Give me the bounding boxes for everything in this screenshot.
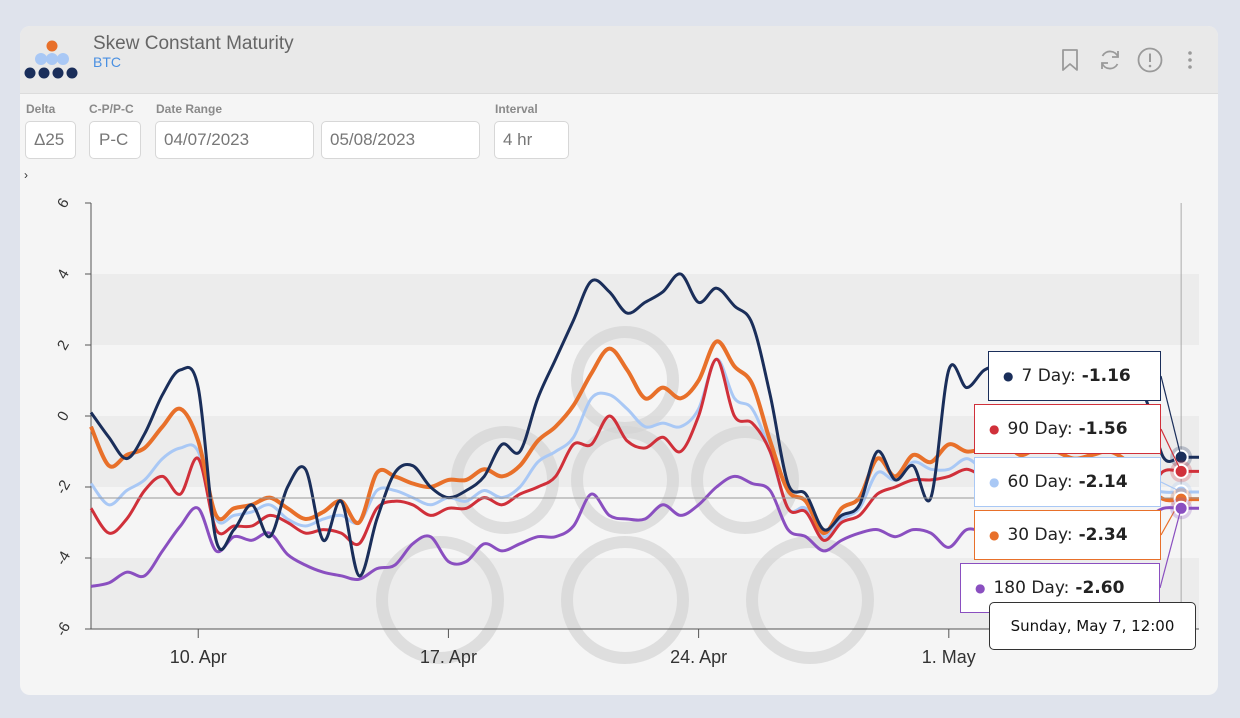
tooltip-series-label: 90 Day: (1007, 419, 1073, 439)
y-tick-label: 4 (54, 266, 73, 282)
refresh-icon[interactable] (1096, 46, 1124, 74)
hover-layer (91, 203, 1199, 629)
delta-select[interactable]: Δ25 (25, 121, 76, 159)
interval-select[interactable]: 4 hr (494, 121, 569, 159)
expand-chevron-icon[interactable]: › (24, 168, 28, 182)
logo-icon (24, 40, 78, 79)
tooltip-series-value: -1.56 (1078, 419, 1128, 439)
tooltip-entry: ● 180 Day: -2.60 (960, 563, 1160, 613)
tooltip-entry: ● 90 Day: -1.56 (974, 404, 1161, 454)
interval-label: Interval (495, 102, 538, 116)
tooltip-series-dot: ● (1003, 369, 1014, 383)
tooltip-series-dot: ● (989, 422, 1000, 436)
header-actions (1056, 46, 1204, 74)
start-date-input[interactable]: 04/07/2023 (155, 121, 314, 159)
tooltip-series-value: -2.14 (1078, 472, 1128, 492)
card-header: Skew Constant Maturity BTC (20, 26, 1218, 94)
end-date-input[interactable]: 05/08/2023 (321, 121, 480, 159)
tooltip-series-label: 60 Day: (1007, 472, 1073, 492)
tooltip-series-dot: ● (975, 581, 986, 595)
watermark-circle (376, 536, 504, 664)
watermark-circle (571, 326, 679, 434)
page-title: Skew Constant Maturity (93, 33, 294, 54)
tooltip-series-label: 30 Day: (1007, 525, 1073, 545)
tooltip-series-label: 180 Day: (993, 578, 1070, 598)
tooltip-series-value: -1.16 (1081, 366, 1131, 386)
tooltip-date: Sunday, May 7, 12:00 (989, 602, 1196, 650)
y-tick-label: 6 (54, 195, 73, 211)
y-tick-label: 2 (54, 337, 73, 353)
x-tick-label: 1. May (922, 647, 976, 667)
y-tick-label: 0 (54, 408, 73, 424)
chart-controls: Delta Δ25 C-P/P-C P-C Date Range 04/07/2… (20, 98, 1218, 168)
watermark-circle (571, 426, 679, 534)
x-tick-label: 10. Apr (170, 647, 227, 667)
tooltip-entry: ● 60 Day: -2.14 (974, 457, 1161, 507)
x-tick-label: 24. Apr (670, 647, 727, 667)
asset-subtitle: BTC (93, 54, 121, 70)
tooltip-series-dot: ● (989, 475, 1000, 489)
date-range-label: Date Range (156, 102, 223, 116)
more-icon[interactable] (1176, 46, 1204, 74)
x-tick-label: 17. Apr (420, 647, 477, 667)
tooltip-entry: ● 30 Day: -2.34 (974, 510, 1161, 560)
watermark-circle (691, 426, 799, 534)
tooltip-connector (1160, 428, 1182, 472)
tooltip-series-value: -2.34 (1078, 525, 1128, 545)
bookmark-icon[interactable] (1056, 46, 1084, 74)
y-tick-label: -4 (53, 548, 74, 568)
tooltip-entry: ● 7 Day: -1.16 (988, 351, 1161, 401)
y-tick-label: -2 (53, 477, 74, 497)
tooltip-connector (1160, 481, 1182, 493)
cp-select[interactable]: P-C (89, 121, 141, 159)
tooltip-series-value: -2.60 (1075, 578, 1125, 598)
tooltip-series-dot: ● (989, 528, 1000, 542)
tooltip-series-label: 7 Day: (1021, 366, 1076, 386)
tooltip-connector (1159, 508, 1182, 589)
watermark-circle (561, 536, 689, 664)
delta-label: Delta (26, 102, 56, 116)
info-icon[interactable] (1136, 46, 1164, 74)
cp-label: C-P/P-C (89, 102, 134, 116)
tooltip-connector (1160, 375, 1182, 458)
y-tick-label: -6 (53, 619, 74, 639)
